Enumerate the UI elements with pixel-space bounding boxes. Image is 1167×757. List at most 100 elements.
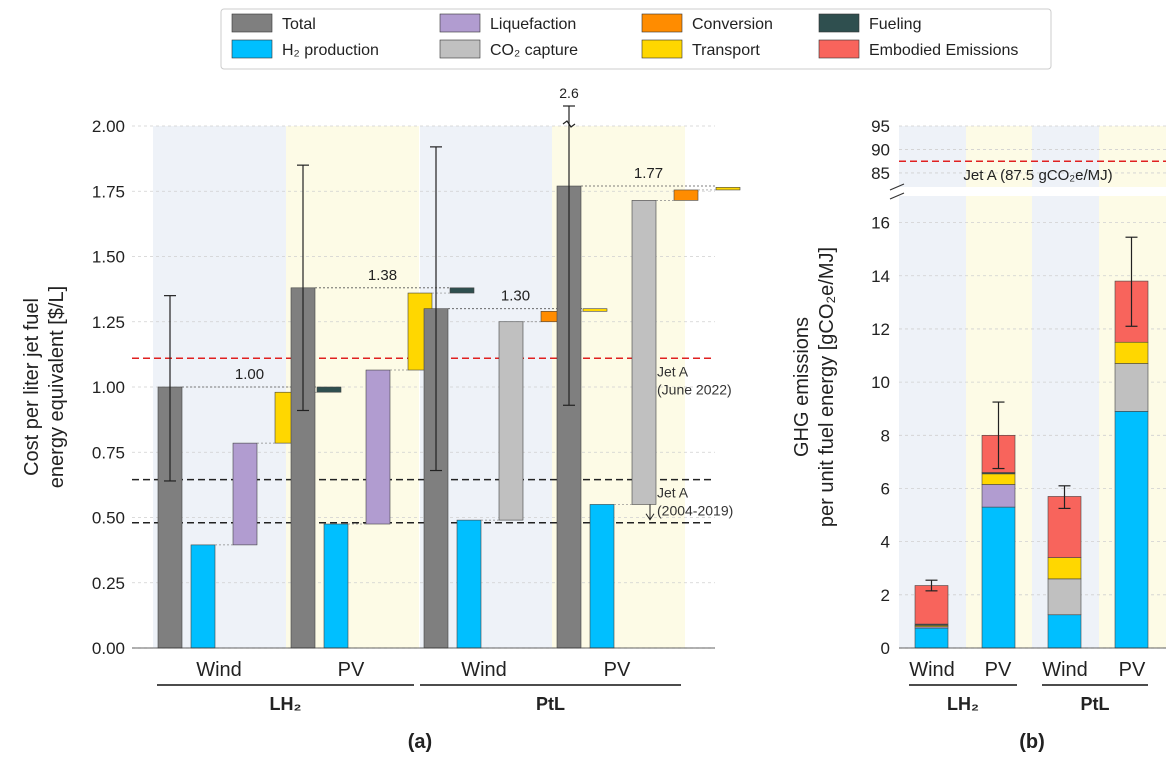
- panel-b-category-label: PV: [985, 659, 1012, 681]
- panel-a-step-bar-h2: [589, 504, 615, 649]
- panel-b-ytick-label: 6: [881, 479, 890, 498]
- panel-a-step-bar-trans: [582, 308, 608, 312]
- legend-swatch-liq: [439, 13, 481, 33]
- legend-swatch-total: [231, 13, 273, 33]
- legend-label-trans: Transport: [692, 42, 760, 59]
- panel-a-step-bar-h2: [190, 544, 216, 649]
- panel-b-background-upper: [966, 126, 1033, 187]
- panel-b-ytick-label: 0: [881, 639, 890, 658]
- ref-label-line: Jet A: [657, 485, 689, 501]
- panel-b-background-upper: [1099, 126, 1166, 187]
- panel-b-ytick-label: 2: [881, 586, 890, 605]
- panel-a-step-bar-liq: [365, 369, 391, 525]
- panel-a-range-arrow-head: [645, 513, 655, 521]
- legend-swatch-emb: [818, 39, 860, 59]
- panel-a-ylabel-line: Cost per liter jet fuel: [21, 298, 43, 476]
- panel-b-ytick-label: 90: [871, 140, 890, 159]
- panel-b-bar-co2: [1047, 578, 1082, 616]
- legend-swatch-fuel: [818, 13, 860, 33]
- legend: Total H₂ production Liquefaction CO₂ captur…: [220, 8, 1052, 70]
- panel-a-group-label: LH₂: [270, 694, 302, 714]
- panel-a-category-label: PV: [338, 659, 365, 681]
- panel-a-step-bar-fuel: [449, 287, 475, 294]
- panel-b-category-label: PV: [1119, 659, 1146, 681]
- panel-a-step-bar-fuel: [316, 386, 342, 393]
- panel-b-group-label: PtL: [1081, 694, 1110, 714]
- panel-b-caption: (b): [1019, 731, 1045, 753]
- panel-a-ytick-label: 0.00: [92, 639, 125, 658]
- panel-b-ytick-label: 14: [871, 267, 890, 286]
- panel-a-step-bar-co2: [498, 321, 524, 521]
- panel-a-ytick-label: 1.25: [92, 313, 125, 332]
- panel-a-ytick-label: 2.00: [92, 117, 125, 136]
- legend-label-co2: CO₂ capture: [490, 42, 578, 59]
- panel-b-bar-trans: [1114, 341, 1149, 364]
- legend-swatch-conv: [641, 13, 683, 33]
- panel-a-total-label: 1.00: [235, 366, 264, 383]
- panel-b-bar-liq: [981, 484, 1016, 508]
- panel-b-background-upper: [899, 126, 966, 187]
- legend-label-liq: Liquefaction: [490, 16, 576, 33]
- panel-a-ytick-label: 1.75: [92, 182, 125, 201]
- panel-b-ytick-label: 85: [871, 164, 890, 183]
- panel-b-category-label: Wind: [909, 659, 955, 681]
- panel-b-ylabel: GHG emissions per unit fuel energy [gCO₂e…: [791, 247, 838, 527]
- panel-b-background-lower: [899, 196, 966, 648]
- panel-a-step-bar-h2: [456, 519, 482, 649]
- panel-b-bar-h2: [1047, 614, 1082, 649]
- panel-b-ytick-label: 16: [871, 214, 890, 233]
- panel-b-bar-emb: [914, 585, 949, 625]
- panel-a-axis-break-mark: [562, 120, 576, 128]
- panel-a-ytick-label: 0.50: [92, 509, 125, 528]
- panel-b-ylabel-line: per unit fuel energy [gCO₂e/MJ]: [816, 247, 838, 527]
- panel-a-error-top-label: 2.6: [559, 85, 579, 101]
- panel-a-group-label: PtL: [536, 694, 565, 714]
- panel-a-reference-label-2004-2019: Jet A (2004-2019): [657, 485, 733, 519]
- legend-label-total: Total: [282, 16, 316, 33]
- panel-b-background-upper: [1032, 126, 1099, 187]
- panel-b-bar-h2: [1114, 411, 1149, 649]
- ref-label-line: (June 2022): [657, 381, 732, 397]
- legend-label-emb: Embodied Emissions: [869, 42, 1018, 59]
- panel-b-ytick-label: 95: [871, 117, 890, 136]
- ref-label-line: Jet A: [657, 363, 689, 379]
- ref-label-line: (2004-2019): [657, 503, 733, 519]
- legend-label-conv: Conversion: [692, 16, 773, 33]
- panel-b-ytick-label: 10: [871, 373, 890, 392]
- panel-a-reference-label-june2022: Jet A (June 2022): [657, 363, 732, 397]
- panel-b-axis-break-mark: [889, 183, 905, 200]
- panel-a-step-bar-conv: [673, 189, 699, 201]
- legend-swatch-trans: [641, 39, 683, 59]
- panel-b-ytick-label: 12: [871, 320, 890, 339]
- panel-a-ylabel-line: energy equivalent [$/L]: [46, 286, 68, 488]
- panel-a-step-bar-trans: [715, 187, 741, 191]
- panel-b-ytick-label: 8: [881, 426, 890, 445]
- legend-label-fuel: Fueling: [869, 16, 921, 33]
- panel-a-ytick-label: 0.25: [92, 574, 125, 593]
- panel-b-bar-trans: [1047, 557, 1082, 580]
- panel-a-cost-chart: 0.00 0.25 0.50 0.75 1.00 1.25 1.50 1.75 2.00 Cost…: [21, 85, 741, 753]
- panel-a-ytick-label: 1.00: [92, 378, 125, 397]
- panel-a-ylabel: Cost per liter jet fuel energy equivalent…: [21, 286, 68, 488]
- legend-frame: [220, 8, 1052, 70]
- panel-a-category-label: Wind: [196, 659, 242, 681]
- panel-b-bar-h2: [914, 627, 949, 649]
- panel-a-category-label: Wind: [461, 659, 507, 681]
- legend-label-h2: H₂ production: [282, 42, 379, 59]
- panel-b-bar-h2: [981, 506, 1016, 649]
- panel-a-category-label: PV: [604, 659, 631, 681]
- legend-swatch-h2: [231, 39, 273, 59]
- panel-a-ytick-label: 0.75: [92, 443, 125, 462]
- panel-a-total-label: 1.30: [501, 288, 530, 305]
- panel-b-category-label: Wind: [1042, 659, 1088, 681]
- panel-a-total-label: 1.77: [634, 165, 663, 182]
- panel-a-step-bar-h2: [323, 523, 349, 649]
- panel-b-ytick-label: 4: [881, 533, 890, 552]
- panel-b-bar-trans: [981, 473, 1016, 485]
- legend-swatch-co2: [439, 39, 481, 59]
- panel-b-emissions-chart: 85 90 95 0 2 4 6 8 10 12 14 16 GHG emissions per unit…: [791, 117, 1166, 753]
- panel-a-step-bar-liq: [232, 442, 258, 546]
- panel-a-caption: (a): [408, 731, 432, 753]
- panel-a-ytick-label: 1.50: [92, 248, 125, 267]
